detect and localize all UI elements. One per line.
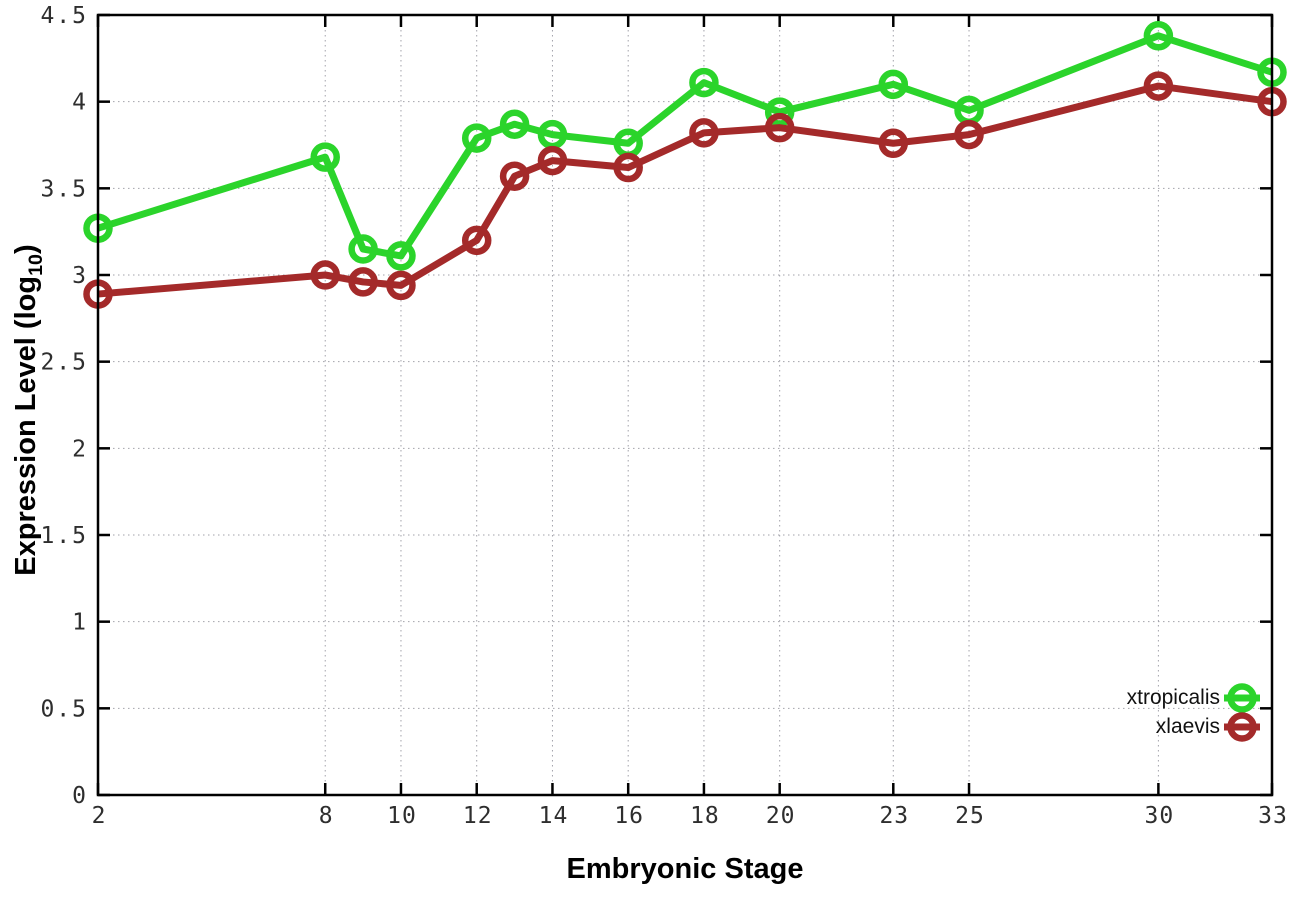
data-point-xtropicalis bbox=[461, 123, 492, 153]
y-tick-label: 2.5 bbox=[40, 350, 88, 376]
tick-marks bbox=[96, 13, 1274, 797]
data-point-xlaevis bbox=[386, 270, 416, 301]
x-tick-label: 33 bbox=[1258, 803, 1288, 829]
x-tick-label: 2 bbox=[92, 803, 107, 829]
x-tick-label: 16 bbox=[614, 803, 644, 829]
legend-label-xtropicalis: xtropicalis bbox=[1126, 686, 1220, 709]
y-tick-label: 1 bbox=[72, 610, 88, 636]
x-tick-label: 8 bbox=[319, 803, 334, 829]
x-tick-label: 12 bbox=[463, 803, 493, 829]
data-point-xlaevis bbox=[689, 118, 719, 148]
y-tick-label: 0 bbox=[72, 783, 88, 809]
data-point-xlaevis bbox=[613, 152, 643, 183]
data-point-xtropicalis bbox=[689, 67, 719, 98]
series-line-xtropicalis bbox=[96, 32, 1274, 260]
y-axis-title: Expression Level (log10) bbox=[6, 160, 47, 660]
y-axis-title-text-end: ) bbox=[10, 244, 42, 254]
data-point-xlaevis bbox=[954, 119, 984, 150]
data-point-xlaevis bbox=[461, 225, 492, 256]
legend-marker-xlaevis bbox=[1224, 712, 1260, 742]
series-xtropicalis bbox=[83, 21, 1287, 271]
data-point-xtropicalis bbox=[310, 142, 340, 172]
data-point-xtropicalis bbox=[764, 97, 795, 127]
series-line-xlaevis bbox=[97, 82, 1273, 298]
data-point-xlaevis bbox=[1143, 71, 1174, 101]
x-tick-label: 18 bbox=[690, 803, 720, 829]
x-tick-label: 20 bbox=[766, 803, 796, 829]
y-axis-title-subscript: 10 bbox=[24, 254, 47, 276]
data-point-xlaevis bbox=[499, 161, 530, 191]
legend-marker-xtropicalis bbox=[1224, 683, 1260, 713]
series-xlaevis bbox=[83, 71, 1287, 309]
data-point-xlaevis bbox=[764, 112, 795, 143]
x-axis-title: Embryonic Stage bbox=[98, 853, 1272, 886]
data-point-xlaevis bbox=[348, 267, 378, 297]
x-tick-label: 30 bbox=[1145, 803, 1175, 829]
y-tick-label: 1.5 bbox=[40, 523, 88, 549]
data-point-xlaevis bbox=[878, 128, 909, 159]
y-tick-labels: 0 0.5 1 1.5 2 2.5 3 3.5 4 4.5 bbox=[40, 3, 88, 809]
x-tick-label: 25 bbox=[955, 803, 985, 829]
data-point-xlaevis bbox=[310, 260, 340, 290]
data-point-xtropicalis bbox=[499, 109, 530, 139]
y-tick-label: 3 bbox=[72, 263, 88, 289]
x-axis-title-text: Embryonic Stage bbox=[566, 853, 804, 885]
y-tick-label: 4 bbox=[72, 90, 88, 116]
y-axis-title-text: Expression Level (log bbox=[10, 275, 42, 576]
data-point-xtropicalis bbox=[386, 241, 416, 271]
data-point-xtropicalis bbox=[878, 69, 909, 100]
data-point-xtropicalis bbox=[348, 234, 378, 264]
data-point-xtropicalis bbox=[1143, 21, 1174, 51]
x-tick-label: 14 bbox=[539, 803, 569, 829]
plot-border bbox=[96, 13, 1274, 797]
y-tick-label: 3.5 bbox=[40, 176, 88, 202]
gridlines bbox=[97, 14, 1273, 796]
y-tick-label: 4.5 bbox=[40, 3, 88, 29]
y-tick-label: 0.5 bbox=[40, 696, 88, 722]
legend-label-xlaevis: xlaevis bbox=[1155, 715, 1220, 738]
x-tick-labels: 2 8 10 12 14 16 18 20 23 25 30 33 bbox=[92, 803, 1288, 829]
data-point-xlaevis bbox=[537, 145, 568, 176]
y-tick-label: 2 bbox=[72, 436, 88, 462]
x-tick-label: 23 bbox=[879, 803, 909, 829]
x-tick-label: 10 bbox=[387, 803, 417, 829]
